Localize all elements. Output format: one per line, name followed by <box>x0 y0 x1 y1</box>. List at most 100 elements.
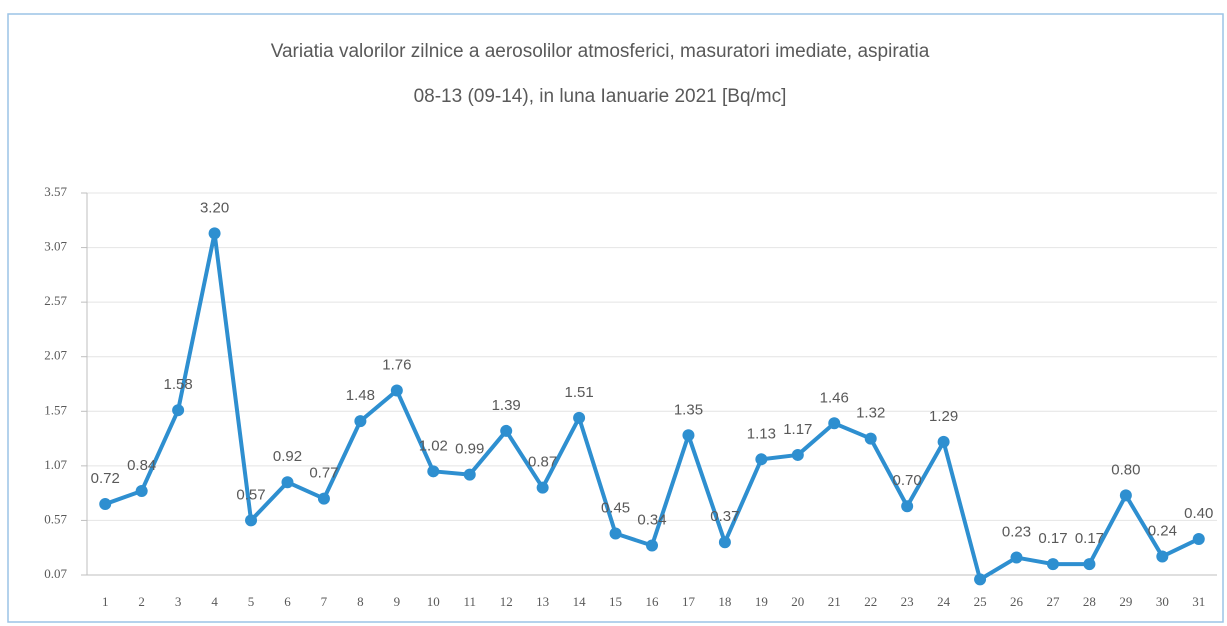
x-tick-label: 3 <box>175 594 182 609</box>
data-label: 1.46 <box>820 389 849 406</box>
chart-border <box>7 13 1224 623</box>
data-point <box>281 476 294 489</box>
data-point <box>937 435 950 448</box>
y-tick-label: 0.07 <box>44 566 67 581</box>
data-label: 0.77 <box>309 465 338 482</box>
data-label: 1.32 <box>856 405 885 422</box>
x-tick-label: 21 <box>828 594 841 609</box>
x-tick-label: 15 <box>609 594 622 609</box>
data-point <box>974 573 987 586</box>
x-tick-label: 11 <box>463 594 476 609</box>
x-tick-label: 17 <box>682 594 696 609</box>
data-point <box>427 465 440 478</box>
data-label: 0.80 <box>1111 461 1140 478</box>
x-tick-label: 7 <box>321 594 328 609</box>
x-tick-label: 31 <box>1192 594 1205 609</box>
data-label: 1.13 <box>747 425 776 442</box>
data-point <box>755 453 768 466</box>
data-label: 1.39 <box>492 397 521 414</box>
data-point <box>99 498 112 511</box>
x-tick-label: 16 <box>646 594 660 609</box>
data-label: 3.20 <box>200 199 229 216</box>
chart-title: Variatia valorilor zilnice a aerosolilor… <box>271 41 930 62</box>
y-tick-label: 1.57 <box>44 402 67 417</box>
x-tick-label: 28 <box>1083 594 1096 609</box>
x-tick-label: 4 <box>211 594 218 609</box>
data-point <box>317 492 330 505</box>
data-label: 1.17 <box>783 421 812 438</box>
x-tick-label: 23 <box>901 594 914 609</box>
data-point <box>208 227 221 240</box>
data-label: 1.35 <box>674 401 703 418</box>
data-label: 0.72 <box>91 470 120 487</box>
data-point <box>1046 558 1059 571</box>
y-tick-label: 0.57 <box>44 511 67 526</box>
y-tick-label: 3.57 <box>44 184 67 199</box>
data-point <box>1083 558 1096 571</box>
x-tick-label: 26 <box>1010 594 1024 609</box>
data-label: 1.48 <box>346 387 375 404</box>
data-label: 0.40 <box>1184 505 1213 522</box>
data-point <box>172 404 185 417</box>
data-label: 0.57 <box>236 486 265 503</box>
data-label: 0.37 <box>710 508 739 525</box>
data-point <box>135 484 148 497</box>
x-tick-label: 14 <box>573 594 587 609</box>
data-label: 1.29 <box>929 408 958 425</box>
y-tick-label: 2.07 <box>44 348 67 363</box>
x-tick-label: 2 <box>138 594 145 609</box>
x-tick-label: 22 <box>864 594 877 609</box>
x-tick-label: 29 <box>1119 594 1132 609</box>
data-point <box>536 481 549 494</box>
y-tick-label: 2.57 <box>44 293 67 308</box>
data-point <box>354 415 367 428</box>
x-tick-label: 9 <box>394 594 401 609</box>
data-label: 1.02 <box>419 437 448 454</box>
x-tick-label: 10 <box>427 594 440 609</box>
data-point <box>573 411 586 424</box>
data-label: 0.24 <box>1148 522 1177 539</box>
x-tick-label: 6 <box>284 594 291 609</box>
data-label: 1.76 <box>382 357 411 374</box>
data-point <box>500 424 513 437</box>
data-label: 1.58 <box>164 376 193 393</box>
data-point <box>901 500 914 513</box>
x-tick-label: 13 <box>536 594 549 609</box>
data-label: 0.99 <box>455 441 484 458</box>
data-point <box>718 536 731 549</box>
x-tick-label: 20 <box>791 594 804 609</box>
x-tick-label: 18 <box>718 594 731 609</box>
data-point <box>864 432 877 445</box>
data-label: 0.87 <box>528 454 557 471</box>
x-tick-label: 8 <box>357 594 364 609</box>
data-label: 0.17 <box>1075 530 1104 547</box>
x-tick-label: 12 <box>500 594 513 609</box>
data-point <box>463 468 476 481</box>
data-label: 1.51 <box>564 384 593 401</box>
data-point <box>791 448 804 461</box>
x-tick-label: 5 <box>248 594 255 609</box>
data-point <box>390 384 403 397</box>
y-tick-label: 1.07 <box>44 457 67 472</box>
data-point <box>646 539 658 552</box>
data-point <box>682 429 695 442</box>
y-tick-label: 3.07 <box>44 239 67 254</box>
data-point <box>1192 532 1205 545</box>
data-point <box>245 514 258 527</box>
data-point <box>609 527 622 540</box>
x-tick-label: 25 <box>974 594 987 609</box>
x-tick-label: 1 <box>102 594 109 609</box>
x-tick-label: 24 <box>937 594 951 609</box>
data-point <box>1156 550 1169 563</box>
data-label: 0.84 <box>127 457 156 474</box>
x-tick-label: 27 <box>1046 594 1060 609</box>
data-label: 0.92 <box>273 448 302 465</box>
data-label: 0.70 <box>893 472 922 489</box>
data-point <box>828 417 841 430</box>
chart-title: 08-13 (09-14), in luna Ianuarie 2021 [Bq… <box>414 86 787 107</box>
data-label: 0.45 <box>601 499 630 516</box>
x-tick-label: 30 <box>1156 594 1169 609</box>
data-label: 0.34 <box>637 512 666 529</box>
data-label: 0.17 <box>1038 530 1067 547</box>
